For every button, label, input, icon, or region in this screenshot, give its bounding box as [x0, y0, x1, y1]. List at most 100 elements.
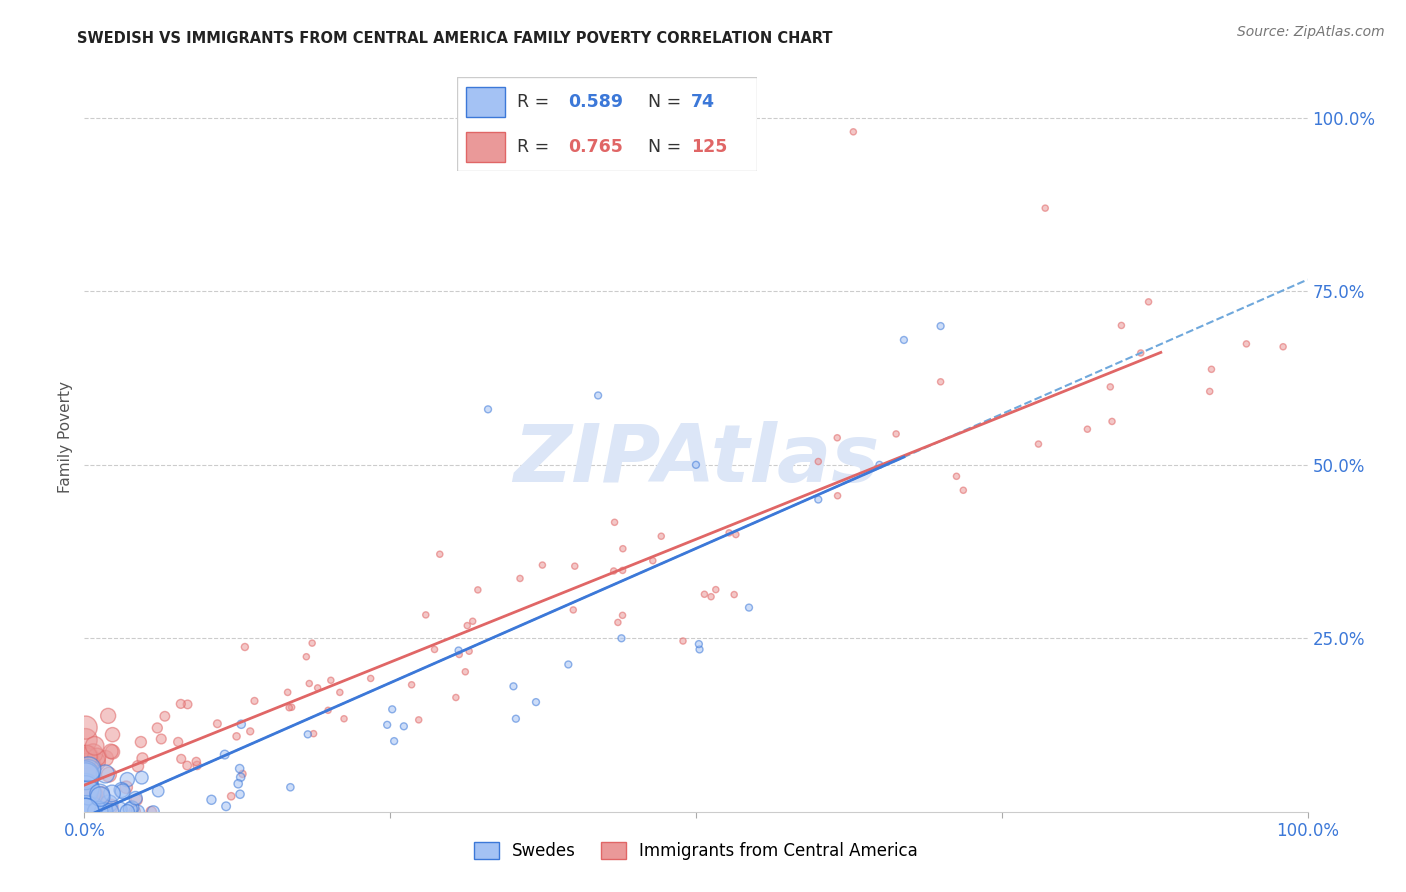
Point [82, 801, 104, 815]
Point [1101, 414, 1123, 428]
Point [84, 805, 107, 819]
Point [423, 642, 446, 657]
Point [89, 797, 111, 812]
Point [75, 805, 97, 819]
Point [86, 750, 108, 764]
Point [225, 730, 247, 744]
Point [302, 726, 325, 740]
Point [612, 563, 634, 577]
Point [1201, 362, 1223, 376]
Point [75, 802, 97, 816]
Point [170, 697, 193, 711]
Point [89, 805, 111, 819]
Point [606, 615, 628, 630]
Point [1111, 318, 1133, 333]
Point [360, 672, 382, 686]
Point [75, 805, 97, 819]
Point [75, 721, 97, 735]
Point [75, 805, 97, 819]
Point [115, 780, 138, 795]
Point [214, 747, 236, 762]
Point [586, 388, 609, 402]
Point [77, 765, 100, 780]
Point [704, 582, 727, 597]
Point [75, 749, 97, 764]
Point [842, 125, 865, 139]
Point [129, 735, 152, 749]
Point [1236, 337, 1258, 351]
Point [301, 636, 323, 650]
Point [723, 588, 745, 602]
Point [94, 751, 117, 765]
Point [207, 716, 229, 731]
Point [502, 679, 524, 693]
Point [382, 734, 405, 748]
Point [952, 483, 974, 498]
Point [97, 767, 120, 781]
Point [243, 694, 266, 708]
Point [524, 695, 547, 709]
Point [101, 745, 124, 759]
Point [1129, 346, 1152, 360]
Point [124, 791, 146, 805]
Point [79, 767, 101, 781]
Point [117, 772, 139, 787]
Point [650, 529, 672, 543]
Point [186, 758, 208, 772]
Point [672, 634, 695, 648]
Point [1198, 384, 1220, 399]
Point [827, 489, 849, 503]
Point [75, 782, 97, 797]
Point [75, 805, 97, 819]
Point [415, 607, 437, 622]
Point [1033, 201, 1056, 215]
Point [477, 402, 499, 417]
Point [82, 747, 104, 761]
Text: ZIPAtlas: ZIPAtlas [513, 420, 879, 499]
Point [75, 780, 97, 794]
Point [80, 759, 103, 773]
Point [929, 319, 952, 334]
Point [120, 802, 142, 816]
Point [531, 558, 554, 572]
Point [142, 805, 165, 819]
Point [612, 608, 634, 623]
Point [375, 718, 398, 732]
Point [688, 637, 710, 651]
Point [75, 767, 97, 781]
Point [75, 733, 97, 747]
Point [408, 713, 430, 727]
Point [603, 516, 626, 530]
Point [277, 685, 299, 699]
Point [295, 649, 318, 664]
Point [131, 751, 153, 765]
Point [111, 784, 134, 798]
Point [685, 458, 707, 472]
Point [79, 805, 101, 819]
Point [141, 805, 163, 819]
Point [297, 727, 319, 741]
Point [456, 618, 478, 632]
Point [467, 582, 489, 597]
Point [75, 769, 97, 783]
Point [186, 755, 208, 769]
Point [226, 777, 249, 791]
Point [108, 803, 131, 817]
Point [893, 333, 915, 347]
Point [76, 757, 98, 772]
Point [75, 752, 97, 766]
Point [89, 787, 111, 801]
Point [929, 375, 952, 389]
Point [87, 805, 110, 819]
Point [724, 527, 747, 541]
Point [98, 805, 121, 819]
Point [461, 614, 484, 628]
Point [125, 793, 148, 807]
Point [77, 752, 100, 766]
Point [316, 703, 339, 717]
Point [298, 676, 321, 690]
Point [148, 784, 170, 798]
Point [93, 805, 115, 819]
Point [83, 739, 105, 753]
Point [689, 642, 711, 657]
